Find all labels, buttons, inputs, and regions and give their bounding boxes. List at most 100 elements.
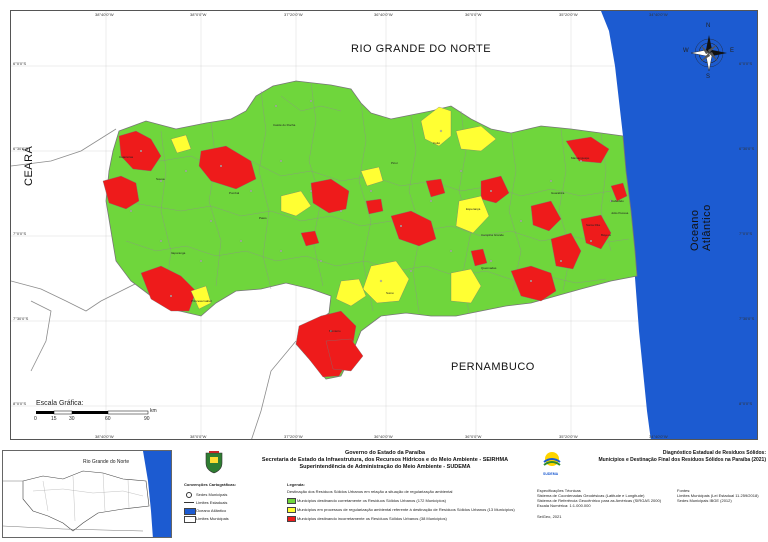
municipality-label: Picuí (391, 161, 398, 165)
lon-tick: 38°40'0"W (95, 434, 114, 439)
label-ceara: CEARÁ (23, 145, 35, 186)
municipality-label: Itaporanga (171, 251, 186, 255)
seat-symbol-icon (186, 492, 192, 498)
legend-item: Municípios destinando incorretamente os … (297, 516, 447, 521)
label-rio-grande-do-norte: RIO GRANDE DO NORTE (351, 43, 492, 55)
legend-title: Legenda: (287, 482, 305, 487)
main-map-panel: RIO GRANDE DO NORTE CEARÁ PERNAMBUCO Oce… (10, 10, 758, 440)
label-pernambuco: PERNAMBUCO (451, 361, 535, 373)
lon-tick: 36°40'0"W (374, 434, 393, 439)
municipality-label: Bayeux (601, 233, 612, 237)
study-title-2: Municípios e Destinação Final dos Resídu… (598, 457, 766, 463)
municipal-seats (129, 99, 613, 333)
scale-title: Escala Gráfica: (36, 400, 84, 407)
municipality-label: Sousa (156, 177, 165, 181)
legend-swatch-yellow-icon (287, 507, 296, 513)
municipality-label: Cajazeiras (119, 155, 134, 159)
footer-panel: Rio Grande do Norte Governo do Estado da… (0, 444, 768, 542)
legend-swatch-green-icon (287, 498, 296, 504)
specs-credit: SeiGeo, 2021 (537, 514, 562, 519)
specs-line: Sistema de Referência Geocêntrico para a… (537, 498, 662, 503)
scale-unit: km (150, 408, 157, 414)
label-ocean: Oceano Atlântico (689, 204, 713, 251)
municipality-label: Monteiro (329, 329, 341, 333)
legend-box: Legenda: Destinação dos Resíduos Sólidos… (285, 480, 525, 538)
inset-label-rn: Rio Grande do Norte (83, 459, 130, 465)
lat-tick: 6°30'0"S (739, 146, 755, 151)
convention-item: Limites Municipais (196, 516, 229, 521)
municipality-label: Cabedelo (611, 199, 624, 203)
scale-bar (36, 410, 149, 415)
municipality-label: Sumé (386, 291, 394, 295)
municipality-label: Princesa Isabel (191, 299, 212, 303)
scale-tick: 30 (69, 416, 75, 422)
sources: Fontes: Limites Municipais (Lei Estadual… (675, 488, 765, 518)
sources-title: Fontes: (677, 488, 691, 493)
study-title-1: Diagnóstico Estadual de Resíduos Sólidos… (662, 450, 766, 456)
lat-tick: 7°30'0"S (13, 316, 29, 321)
scale-tick: 90 (144, 416, 150, 422)
lon-tick: 35°20'0"W (559, 12, 578, 17)
municipality-label: Cuité (433, 141, 441, 145)
scale-tick: 15 (51, 416, 57, 422)
sudema-logo-text: SUDEMA (543, 472, 559, 476)
sources-line: Limites Municipais (Lei Estadual 11.259/… (677, 493, 759, 498)
conventions-box: Convenções Cartográficas: Sedes Municipa… (180, 480, 280, 538)
compass-n: N (706, 23, 711, 29)
conventions-title: Convenções Cartográficas: (184, 482, 237, 487)
sudema-logo-icon (540, 450, 564, 472)
state-borders (11, 128, 297, 439)
municipality-label: Patos (259, 216, 267, 220)
lon-tick: 34°40'0"W (649, 12, 668, 17)
lon-tick: 35°20'0"W (559, 434, 578, 439)
lon-tick: 38°0'0"W (190, 434, 207, 439)
coat-of-arms-icon (202, 450, 226, 474)
municipal-limit-swatch-icon (184, 516, 196, 523)
lon-tick: 38°40'0"W (95, 12, 114, 17)
gov-line-1: Governo do Estado da Paraíba (344, 450, 426, 456)
lat-tick: 7°0'0"S (739, 231, 753, 236)
lat-tick: 7°0'0"S (13, 231, 27, 236)
legend-item: Municípios em processos de regularização… (297, 507, 515, 512)
municipality-label: João Pessoa (611, 211, 629, 215)
lat-tick: 8°0'0"S (13, 401, 27, 406)
compass-rose-icon (690, 35, 727, 72)
legend-swatch-red-icon (287, 516, 296, 522)
lon-tick: 38°0'0"W (190, 12, 207, 17)
convention-item: Oceano Atlântico (196, 508, 227, 513)
technical-specs: Especificações Técnicas Sistema de Coord… (535, 488, 665, 538)
legend-subtitle: Destinação dos Resíduos Sólidos Urbanos … (287, 489, 453, 494)
sources-line: Sedes Municipais IBGE (2012) (677, 498, 732, 503)
legend-item: Municípios destinando corretamente os Re… (297, 498, 446, 503)
specs-line: Escala Numérica: 1:1.000.000 (537, 503, 591, 508)
compass-e: E (730, 48, 735, 54)
lat-tick: 6°30'0"S (13, 146, 29, 151)
lon-tick: 36°0'0"W (465, 434, 482, 439)
lon-tick: 34°40'0"W (649, 434, 668, 439)
lon-tick: 36°0'0"W (465, 12, 482, 17)
lon-tick: 37°20'0"W (284, 12, 303, 17)
inset-map: Rio Grande do Norte (2, 450, 172, 538)
municipality-label: Mamanguape (571, 156, 590, 160)
gov-line-3: Superintendência de Administração do Mei… (299, 464, 471, 470)
municipality-label: Queimadas (481, 266, 497, 270)
municipality-label: Campina Grande (481, 233, 504, 237)
specs-title: Especificações Técnicas (537, 488, 581, 493)
compass-w: W (683, 48, 689, 54)
scale-tick: 60 (105, 416, 111, 422)
non-compliant-municipalities (102, 130, 628, 378)
lat-tick: 8°0'0"S (739, 401, 753, 406)
compass-s: S (706, 74, 711, 80)
lon-tick: 37°20'0"W (284, 434, 303, 439)
lon-tick: 36°40'0"W (374, 12, 393, 17)
paraiba-state (105, 80, 638, 380)
lat-tick: 6°0'0"S (739, 61, 753, 66)
municipality-label: Esperança (466, 207, 481, 211)
municipality-label: Santa Rita (586, 223, 601, 227)
map-canvas (11, 11, 757, 439)
lat-tick: 7°30'0"S (739, 316, 755, 321)
convention-item: Limites Estaduais (196, 500, 228, 505)
atlantic-ocean (601, 11, 757, 439)
convention-item: Sedes Municipais (196, 492, 228, 497)
